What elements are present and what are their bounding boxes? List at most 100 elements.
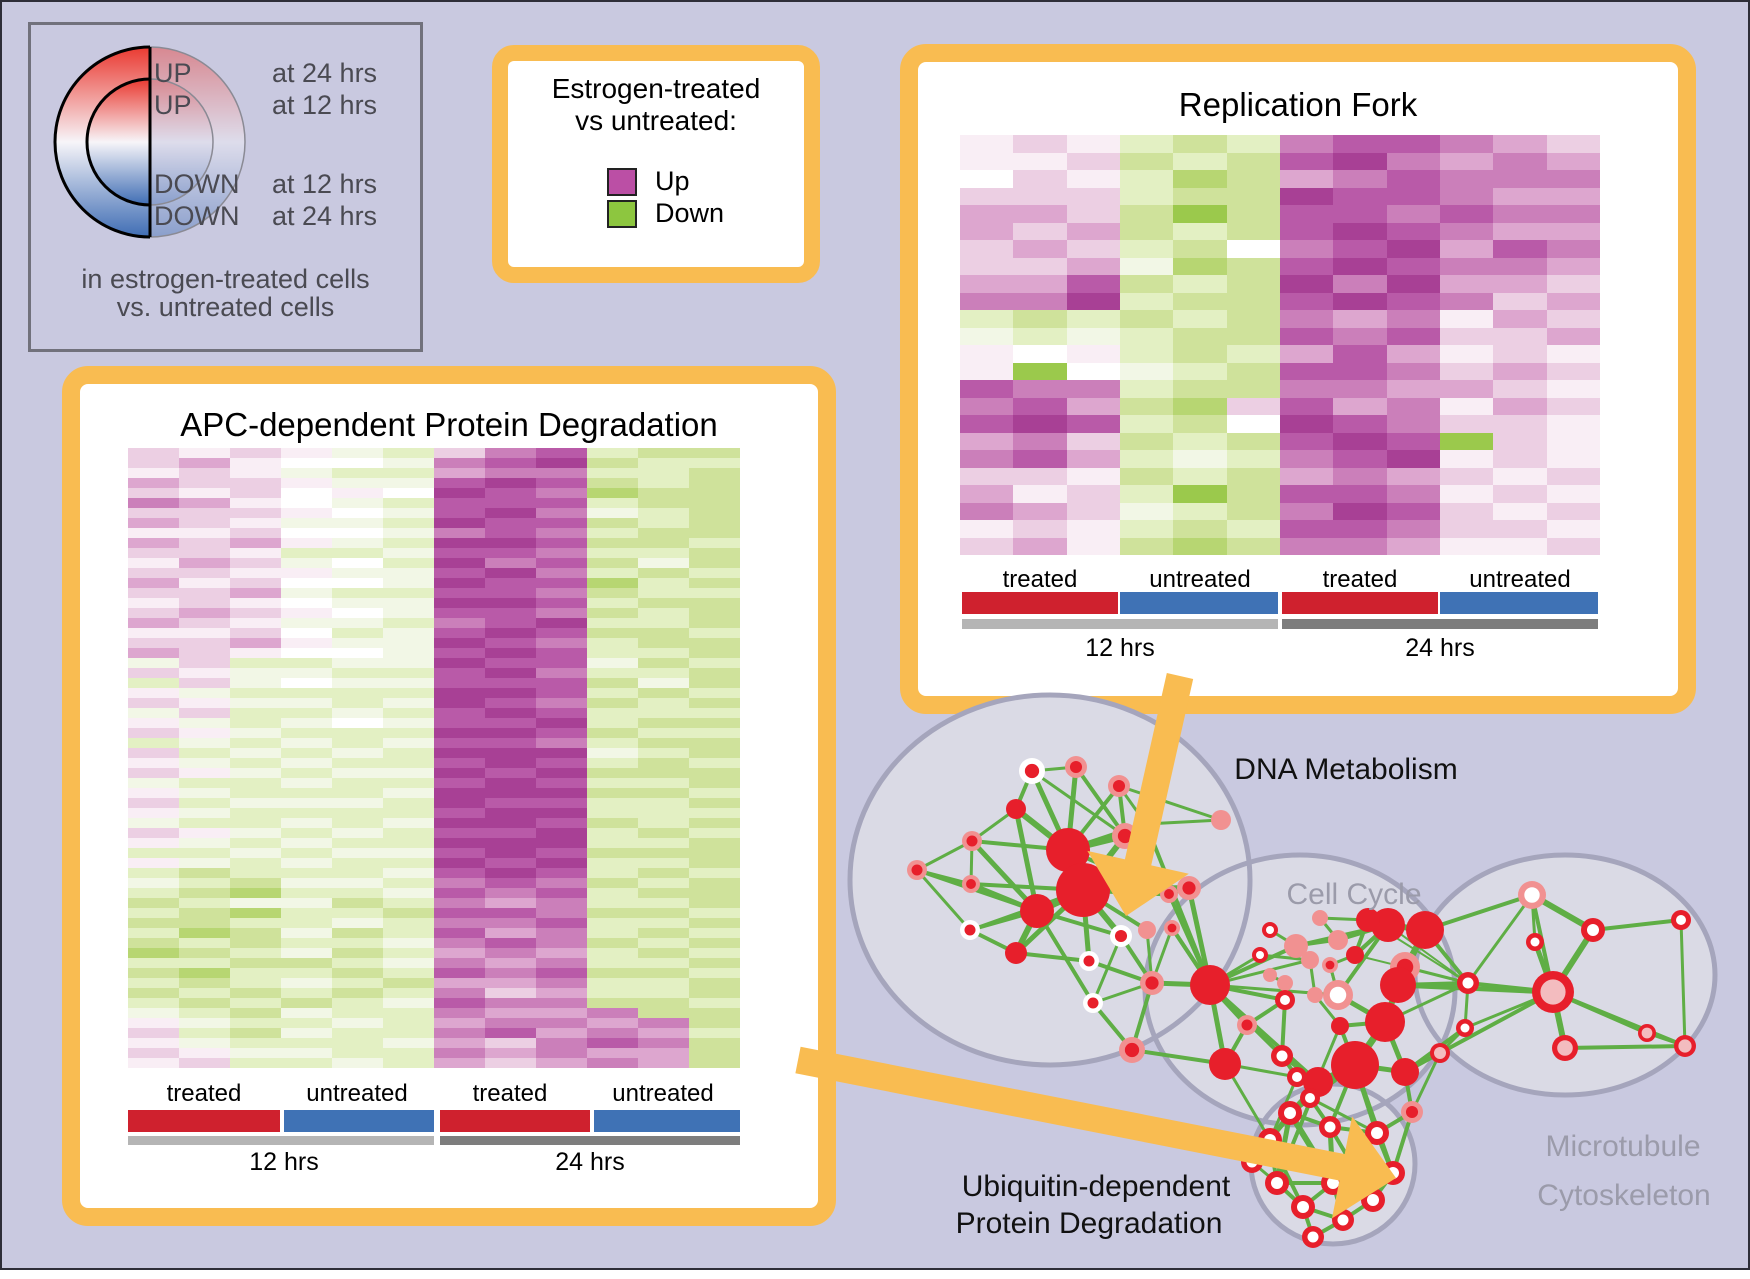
heatmap-cell xyxy=(128,488,179,498)
heatmap-cell xyxy=(230,698,281,708)
heatmap-cell xyxy=(1226,135,1280,153)
heatmap-cell xyxy=(281,478,332,488)
heatmap-cell xyxy=(179,618,230,628)
heatmap-cell xyxy=(179,908,230,918)
heatmap-cell xyxy=(230,888,281,898)
heatmap-cell xyxy=(383,928,434,938)
heatmap-cell xyxy=(281,658,332,668)
heatmap-cell xyxy=(179,598,230,608)
heatmap-cell xyxy=(1226,345,1280,363)
heatmap-cell xyxy=(485,758,536,768)
heatmap-cell xyxy=(281,728,332,738)
heatmap-cell xyxy=(434,698,485,708)
heatmap-cell xyxy=(1226,187,1280,205)
heatmap-cell xyxy=(1386,152,1440,170)
heatmap-cell xyxy=(179,1018,230,1028)
heatmap-cell xyxy=(587,748,638,758)
heatmap-cell xyxy=(1439,275,1494,293)
heatmap-cell xyxy=(281,698,332,708)
heatmap-cell xyxy=(230,718,281,728)
heatmap-cell xyxy=(179,938,230,948)
heatmap-cell xyxy=(1119,432,1174,450)
heatmap-cell xyxy=(1013,292,1067,310)
heatmap-cell xyxy=(1279,135,1334,153)
heatmap-cell xyxy=(179,628,230,638)
heatmap-cell xyxy=(179,648,230,658)
heatmap-cell xyxy=(536,608,587,618)
heatmap-cell xyxy=(689,578,740,588)
heatmap-cell xyxy=(1386,275,1440,293)
heatmap-cell xyxy=(689,1018,740,1028)
heatmap-cell xyxy=(332,588,383,598)
heatmap-cell xyxy=(536,1018,587,1028)
heatmap-cell xyxy=(230,558,281,568)
heatmap-row xyxy=(960,502,1600,520)
heatmap-cell xyxy=(638,458,689,468)
heatmap-cell xyxy=(1226,275,1280,293)
heatmap-cell xyxy=(434,498,485,508)
heatmap-cell xyxy=(638,948,689,958)
heatmap-cell xyxy=(638,638,689,648)
heatmap-cell xyxy=(332,778,383,788)
heatmap-cell xyxy=(1546,537,1600,555)
rf-12hrs-bar xyxy=(962,619,1278,629)
heatmap-cell xyxy=(230,638,281,648)
heatmap-cell xyxy=(230,898,281,908)
heatmap-cell xyxy=(332,528,383,538)
heatmap-cell xyxy=(1226,415,1280,433)
heatmap-cell xyxy=(689,938,740,948)
heatmap-cell xyxy=(128,668,179,678)
heatmap-row xyxy=(128,678,740,688)
heatmap-cell xyxy=(1493,152,1547,170)
heatmap-cell xyxy=(689,588,740,598)
heatmap-cell xyxy=(332,758,383,768)
heatmap-cell xyxy=(485,1028,536,1038)
heatmap-row xyxy=(128,588,740,598)
heatmap-cell xyxy=(128,588,179,598)
heatmap-cell xyxy=(485,678,536,688)
heatmap-cell xyxy=(1066,520,1120,538)
heatmap-cell xyxy=(485,828,536,838)
heatmap-cell xyxy=(485,868,536,878)
heatmap-cell xyxy=(485,708,536,718)
heatmap-cell xyxy=(638,698,689,708)
heatmap-cell xyxy=(1546,222,1600,240)
heatmap-cell xyxy=(536,748,587,758)
heatmap-cell xyxy=(281,828,332,838)
heatmap-cell xyxy=(1173,310,1227,328)
heatmap-cell xyxy=(587,898,638,908)
heatmap-cell xyxy=(587,948,638,958)
heatmap-cell xyxy=(536,628,587,638)
heatmap-cell xyxy=(281,578,332,588)
heatmap-cell xyxy=(230,938,281,948)
heatmap-cell xyxy=(332,738,383,748)
heatmap-cell xyxy=(230,768,281,778)
heatmap-cell xyxy=(128,998,179,1008)
heatmap-cell xyxy=(179,738,230,748)
heatmap-cell xyxy=(587,468,638,478)
heatmap-cell xyxy=(638,508,689,518)
heatmap-cell xyxy=(1013,327,1067,345)
heatmap-cell xyxy=(960,415,1014,433)
heatmap-cell xyxy=(332,1008,383,1018)
heatmap-cell xyxy=(1173,327,1227,345)
heatmap-cell xyxy=(332,1038,383,1048)
heatmap-cell xyxy=(230,478,281,488)
heatmap-cell xyxy=(332,1028,383,1038)
heatmap-cell xyxy=(536,1028,587,1038)
heatmap-cell xyxy=(434,538,485,548)
heatmap-cell xyxy=(434,788,485,798)
heatmap-cell xyxy=(1546,240,1600,258)
heatmap-row xyxy=(128,968,740,978)
heatmap-cell xyxy=(1279,275,1334,293)
heatmap-cell xyxy=(536,498,587,508)
heatmap-cell xyxy=(1279,537,1334,555)
heatmap-cell xyxy=(332,988,383,998)
heatmap-cell xyxy=(281,638,332,648)
heatmap-cell xyxy=(689,978,740,988)
heatmap-cell xyxy=(281,1058,332,1068)
heatmap-cell xyxy=(230,778,281,788)
heatmap-cell xyxy=(1546,520,1600,538)
heatmap-cell xyxy=(281,588,332,598)
heatmap-cell xyxy=(128,878,179,888)
